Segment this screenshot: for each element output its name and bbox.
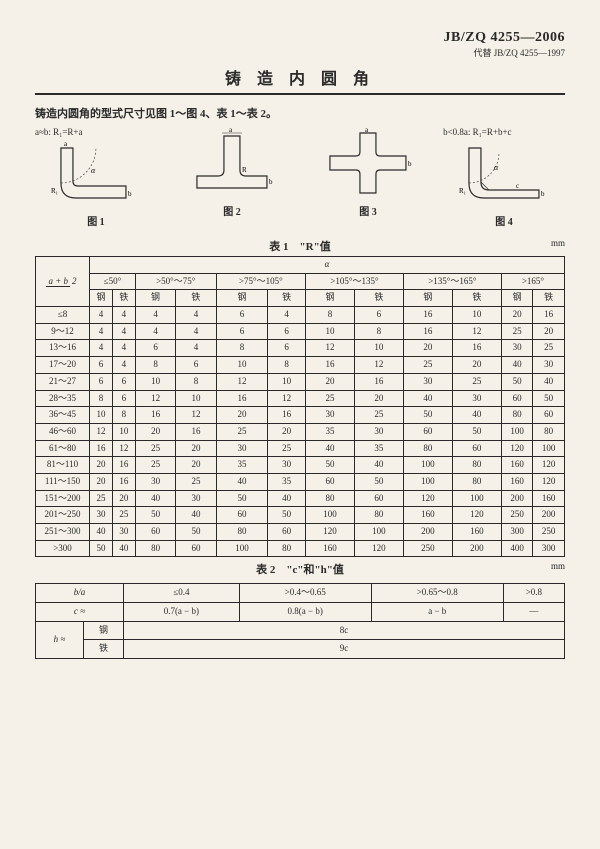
figure-row: a≈b: R₁=R+a α a b R₁ 图 1 a b R 图 2 a b 图	[35, 127, 565, 228]
t2-r2-c2: a − b	[371, 603, 503, 622]
figure-4: b<0.8a: R₁=R+b+c α b c R₁ 图 4	[443, 127, 565, 228]
svg-text:R₁: R₁	[51, 187, 58, 195]
svg-text:b: b	[269, 178, 273, 186]
t2-r3-sub1: 钢	[83, 621, 123, 640]
t2-r2-c0: 0.7(a − b)	[124, 603, 240, 622]
table1-unit: mm	[551, 238, 565, 248]
svg-text:α: α	[91, 166, 96, 175]
page-title: 铸 造 内 圆 角	[35, 65, 565, 89]
table-row: >3005040806010080160120250200400300	[36, 540, 565, 557]
table-row: 21～27661081210201630255040	[36, 373, 565, 390]
table2-title-text: 表 2 "c"和"h"值	[256, 564, 344, 576]
t2-r2-label: c ≈	[36, 603, 124, 622]
table-row: ≤84444648616102016	[36, 307, 565, 324]
table-row: 201～25030255040605010080160120250200	[36, 507, 565, 524]
title-row: 铸 造 内 圆 角	[35, 65, 565, 89]
svg-text:R: R	[242, 166, 247, 174]
table2-row-c: c ≈ 0.7(a − b) 0.8(a − b) a − b —	[36, 603, 565, 622]
standard-number: JB/ZQ 4255—2006	[35, 30, 565, 46]
t2-r3-label: h ≈	[36, 621, 84, 658]
replaces-text: 代替 JB/ZQ 4255—1997	[35, 46, 565, 59]
figure-1-formula: a≈b: R₁=R+a	[35, 127, 157, 137]
table-row: 46～601210201625203530605010080	[36, 423, 565, 440]
table2-row-ba: b/a ≤0.4 >0.4～0.65 >0.65～0.8 >0.8	[36, 584, 565, 603]
figure-1-svg: α a b R₁	[35, 138, 157, 208]
table2-unit: mm	[551, 561, 565, 571]
figure-3-caption: 图 3	[307, 203, 429, 218]
table-row: 17～206486108161225204030	[36, 357, 565, 374]
figure-2-caption: 图 2	[171, 203, 293, 218]
figure-1-caption: 图 1	[35, 213, 157, 228]
figure-4-formula: b<0.8a: R₁=R+b+c	[443, 127, 565, 137]
svg-text:b: b	[408, 160, 412, 168]
figure-1: a≈b: R₁=R+a α a b R₁ 图 1	[35, 127, 157, 228]
table1-title: 表 1 "R"值 mm	[35, 238, 565, 254]
figure-2: a b R 图 2	[171, 127, 293, 228]
table-row: 81～110201625203530504010080160120	[36, 457, 565, 474]
table2-row-h1: h ≈ 钢 8c	[36, 621, 565, 640]
title-rule	[35, 93, 565, 95]
svg-text:c: c	[516, 182, 519, 190]
header-block: JB/ZQ 4255—2006 代替 JB/ZQ 4255—1997	[35, 30, 565, 59]
table2-row-h2: 铁 9c	[36, 640, 565, 659]
table-2: b/a ≤0.4 >0.4～0.65 >0.65～0.8 >0.8 c ≈ 0.…	[35, 583, 565, 659]
t2-r1-c2: >0.65～0.8	[371, 584, 503, 603]
table-row: 28～358612101612252040306050	[36, 390, 565, 407]
table-1: a + b2α≤50°>50°～75°>75°～105°>105°～135°>1…	[35, 256, 565, 557]
t2-r1-c0: ≤0.4	[124, 584, 240, 603]
figure-4-caption: 图 4	[443, 213, 565, 228]
svg-text:R₁: R₁	[459, 187, 466, 195]
t2-r2-c3: —	[503, 603, 564, 622]
svg-text:α: α	[494, 163, 499, 172]
svg-text:b: b	[541, 190, 545, 198]
table-row: 151～2002520403050408060120100200160	[36, 490, 565, 507]
table1-title-text: 表 1 "R"值	[269, 241, 330, 253]
t2-r1-c3: >0.8	[503, 584, 564, 603]
intro-text: 铸造内圆角的型式尺寸见图 1～图 4、表 1～表 2。	[35, 105, 565, 121]
t2-r3-v1: 8c	[124, 621, 565, 640]
t2-r2-c1: 0.8(a − b)	[239, 603, 371, 622]
table-row: 36～4510816122016302550408060	[36, 407, 565, 424]
figure-3: a b 图 3	[307, 127, 429, 228]
t2-r1-c1: >0.4～0.65	[239, 584, 371, 603]
table2-title: 表 2 "c"和"h"值 mm	[35, 561, 565, 577]
svg-text:b: b	[128, 190, 132, 198]
t2-r1-label: b/a	[36, 584, 124, 603]
figure-2-svg: a b R	[171, 128, 293, 198]
table-row: 251～300403060508060120100200160300250	[36, 524, 565, 541]
table-row: 111～150201630254035605010080160120	[36, 473, 565, 490]
table-row: 13～16446486121020163025	[36, 340, 565, 357]
figure-3-svg: a b	[307, 128, 429, 198]
table-row: 9～1244446610816122520	[36, 323, 565, 340]
t2-r3-v2: 9c	[124, 640, 565, 659]
figure-4-svg: α b c R₁	[443, 138, 565, 208]
svg-text:a: a	[64, 140, 68, 148]
t2-r3-sub2: 铁	[83, 640, 123, 659]
table-row: 61～8016122520302540358060120100	[36, 440, 565, 457]
